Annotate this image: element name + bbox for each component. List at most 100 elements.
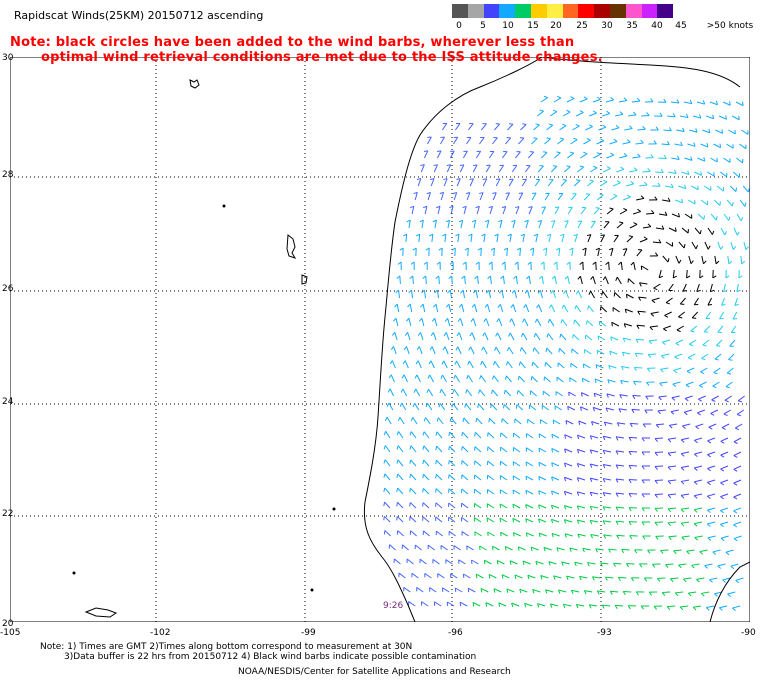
wind-barb	[554, 276, 557, 285]
wind-barb	[531, 138, 538, 145]
wind-barb	[682, 283, 687, 292]
wind-barb	[544, 192, 550, 201]
wind-barb-feather	[452, 389, 455, 394]
wind-barb	[421, 601, 429, 607]
wind-barb-feather	[574, 305, 577, 310]
wind-barb	[566, 97, 575, 103]
wind-barb-feather	[687, 357, 692, 360]
wind-barb-feather	[524, 603, 527, 608]
wind-barb	[567, 276, 570, 285]
wind-barb	[667, 115, 676, 118]
wind-barb	[676, 325, 685, 331]
wind-barb	[408, 220, 411, 229]
wind-barb-feather	[472, 289, 477, 294]
wind-barb-feather	[692, 606, 697, 611]
wind-barb	[518, 546, 526, 551]
wind-barb-feather	[495, 332, 498, 337]
wind-barb-feather	[621, 366, 624, 371]
wind-barb-feather	[715, 216, 718, 221]
wind-barb	[521, 347, 527, 355]
wind-barb-feather	[496, 560, 499, 565]
wind-barb	[681, 171, 690, 175]
wind-barb	[524, 602, 533, 607]
wind-barb	[665, 297, 673, 304]
wind-barb	[577, 434, 586, 439]
wind-barb	[534, 179, 541, 187]
wind-barb	[603, 520, 612, 523]
wind-barb	[730, 241, 734, 250]
wind-barb	[735, 577, 744, 581]
wind-barb-feather	[605, 407, 609, 412]
wind-barb-feather	[733, 524, 738, 528]
wind-barb-feather	[498, 602, 501, 607]
wind-barb-feather	[622, 337, 626, 342]
wind-barb	[714, 255, 717, 264]
wind-barb	[733, 507, 742, 512]
wind-barb-feather	[628, 451, 632, 456]
wind-barb	[532, 588, 541, 593]
wind-barb	[608, 364, 617, 369]
wind-barb	[397, 501, 404, 509]
wind-barb	[494, 361, 500, 369]
wind-barb-feather	[443, 332, 447, 337]
wind-barb	[550, 603, 559, 607]
wind-barb-feather	[494, 346, 497, 351]
wind-barb-feather	[618, 408, 622, 413]
wind-barb	[384, 445, 391, 453]
wind-barb-feather	[626, 194, 631, 198]
wind-barb	[567, 207, 573, 215]
wind-barb	[409, 502, 417, 509]
wind-barb	[606, 154, 614, 159]
wind-barb	[584, 248, 587, 257]
wind-barb-feather	[712, 114, 715, 119]
wind-barb	[662, 199, 671, 202]
wind-barb	[493, 588, 502, 593]
wind-barb	[697, 409, 705, 414]
wind-barb	[667, 605, 676, 608]
scale-swatch	[452, 4, 468, 18]
wind-barb	[538, 504, 547, 509]
wind-barb	[610, 248, 614, 257]
wind-barb-feather	[676, 99, 680, 104]
wind-barb-feather	[666, 141, 670, 145]
wind-barb-feather	[576, 463, 580, 468]
wind-barb	[540, 97, 548, 103]
wind-barb	[436, 459, 443, 467]
wind-barb-feather	[667, 258, 670, 263]
wind-barb-feather	[628, 465, 632, 470]
wind-barb-feather	[477, 403, 480, 408]
wind-barb-feather	[455, 346, 459, 351]
scale-swatch	[483, 4, 500, 18]
wind-barb-feather	[672, 275, 677, 279]
wind-barb-feather	[559, 137, 564, 140]
wind-barb-feather	[421, 289, 425, 294]
wind-barb	[519, 247, 521, 257]
wind-barb	[684, 395, 693, 399]
wind-barb	[661, 143, 670, 146]
wind-barb	[476, 206, 480, 215]
wind-barb-feather	[418, 317, 423, 322]
wind-barb	[478, 403, 485, 411]
wind-barb-feather	[720, 523, 724, 528]
wind-barb	[590, 435, 599, 439]
lon-label-102: -102	[150, 628, 171, 638]
wind-barb-feather	[397, 417, 401, 422]
wind-barb-feather	[695, 244, 699, 250]
wind-barb-feather	[645, 395, 649, 400]
wind-barb	[629, 223, 638, 229]
wind-barb	[525, 489, 534, 495]
wind-barb	[496, 234, 499, 243]
wind-barb-feather	[498, 219, 503, 223]
wind-barb-feather	[516, 247, 521, 251]
wind-barb-feather	[496, 318, 500, 323]
wind-barb-feather	[699, 230, 702, 235]
wind-barb-feather	[423, 417, 426, 422]
wind-barb	[729, 185, 737, 192]
wind-barb	[564, 490, 573, 495]
wind-barb-feather	[400, 388, 404, 393]
wind-barb-feather	[723, 289, 728, 293]
wind-barb	[384, 459, 391, 467]
wind-barb	[719, 311, 725, 320]
wind-barb-feather	[628, 507, 632, 512]
wind-barb	[568, 391, 576, 397]
